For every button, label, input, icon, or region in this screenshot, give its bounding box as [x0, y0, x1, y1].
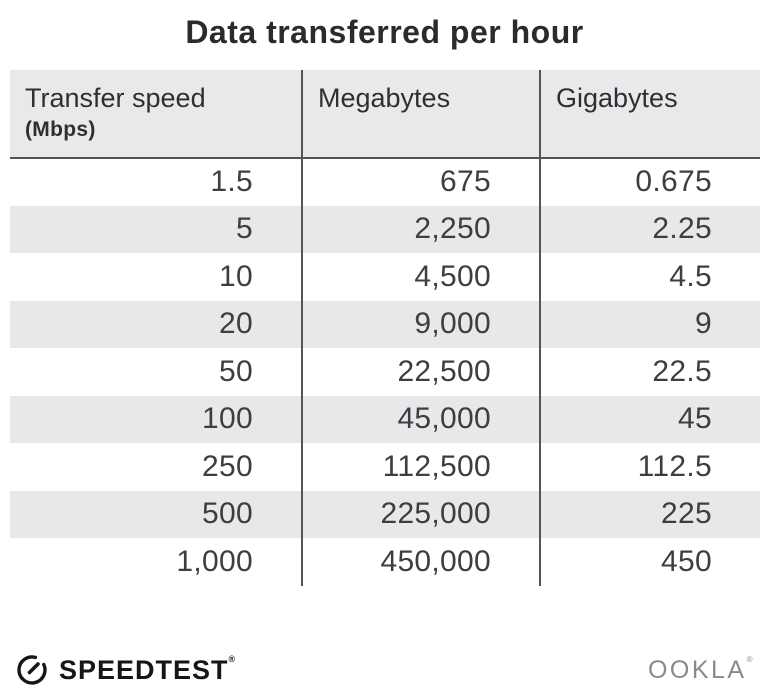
column-header-label: Megabytes: [318, 83, 451, 113]
table-row: 5 2,250 2.25: [10, 205, 760, 253]
table-cell: 10: [219, 259, 253, 293]
table-cell: 2,250: [301, 205, 540, 253]
ookla-logo: OOKLA®: [647, 654, 755, 684]
table-row: 20 9,000 9: [10, 300, 760, 348]
table-header-row: Transfer speed (Mbps) Megabytes Gigabyte…: [10, 70, 760, 158]
table-body: 1.5 675 0.675 5 2,250 2.25 10 4,500 4.5 20 9,000 9 5…: [10, 158, 760, 586]
column-header-label: Transfer speed: [25, 83, 206, 113]
table-cell: 100: [202, 402, 253, 436]
speedtest-gauge-icon: [14, 652, 50, 688]
speedtest-wordmark: SPEEDTEST®: [59, 653, 237, 685]
column-header-sublabel: (Mbps): [25, 118, 96, 142]
table-cell: 4,500: [301, 253, 540, 301]
table-row: 1,000 450,000 450: [10, 538, 760, 586]
table-row: 100 45,000 45: [10, 395, 760, 443]
table-cell: 9: [539, 300, 760, 348]
footer: SPEEDTEST® OOKLA®: [14, 650, 755, 690]
table-row: 50 22,500 22.5: [10, 348, 760, 396]
column-header-transfer-speed: Transfer speed (Mbps): [10, 70, 302, 158]
table-cell: 20: [219, 307, 253, 341]
table-cell: 450: [539, 538, 760, 586]
table-row: 1.5 675 0.675: [10, 158, 760, 206]
table-cell: 112.5: [539, 443, 760, 491]
table-cell: 0.675: [539, 158, 760, 206]
table-cell: 225,000: [301, 490, 540, 538]
table-row: 500 225,000 225: [10, 490, 760, 538]
table-cell: 250: [202, 449, 253, 483]
page-title: Data transferred per hour: [185, 14, 584, 50]
table-cell: 450,000: [301, 538, 540, 586]
table-cell: 9,000: [301, 300, 540, 348]
table-cell: 500: [202, 497, 253, 531]
column-header-label: Gigabytes: [556, 83, 678, 113]
ookla-label: OOKLA: [647, 655, 747, 684]
table-cell: 45: [539, 395, 760, 443]
table-cell: 4.5: [539, 253, 760, 301]
table-cell: 225: [539, 490, 760, 538]
table-cell: 675: [301, 158, 540, 206]
table-cell: 5: [236, 212, 253, 246]
table-cell: 22,500: [301, 348, 540, 396]
data-transfer-table: Transfer speed (Mbps) Megabytes Gigabyte…: [10, 70, 760, 586]
table-row: 10 4,500 4.5: [10, 253, 760, 301]
table-cell: 50: [219, 354, 253, 388]
table-header: Transfer speed (Mbps) Megabytes Gigabyte…: [10, 70, 760, 158]
table-cell: 2.25: [539, 205, 760, 253]
table-row: 250 112,500 112.5: [10, 443, 760, 491]
speedtest-logo: SPEEDTEST®: [14, 652, 236, 688]
table-cell: 22.5: [539, 348, 760, 396]
table-cell: 1,000: [176, 544, 253, 578]
column-header-megabytes: Megabytes: [301, 70, 540, 158]
table-cell: 45,000: [301, 395, 540, 443]
column-header-gigabytes: Gigabytes: [539, 70, 760, 158]
speedtest-label: SPEEDTEST: [59, 654, 229, 685]
table-cell: 112,500: [301, 443, 540, 491]
table-cell: 1.5: [210, 165, 253, 199]
ookla-trademark: ®: [746, 654, 755, 664]
speedtest-trademark: ®: [228, 653, 237, 664]
